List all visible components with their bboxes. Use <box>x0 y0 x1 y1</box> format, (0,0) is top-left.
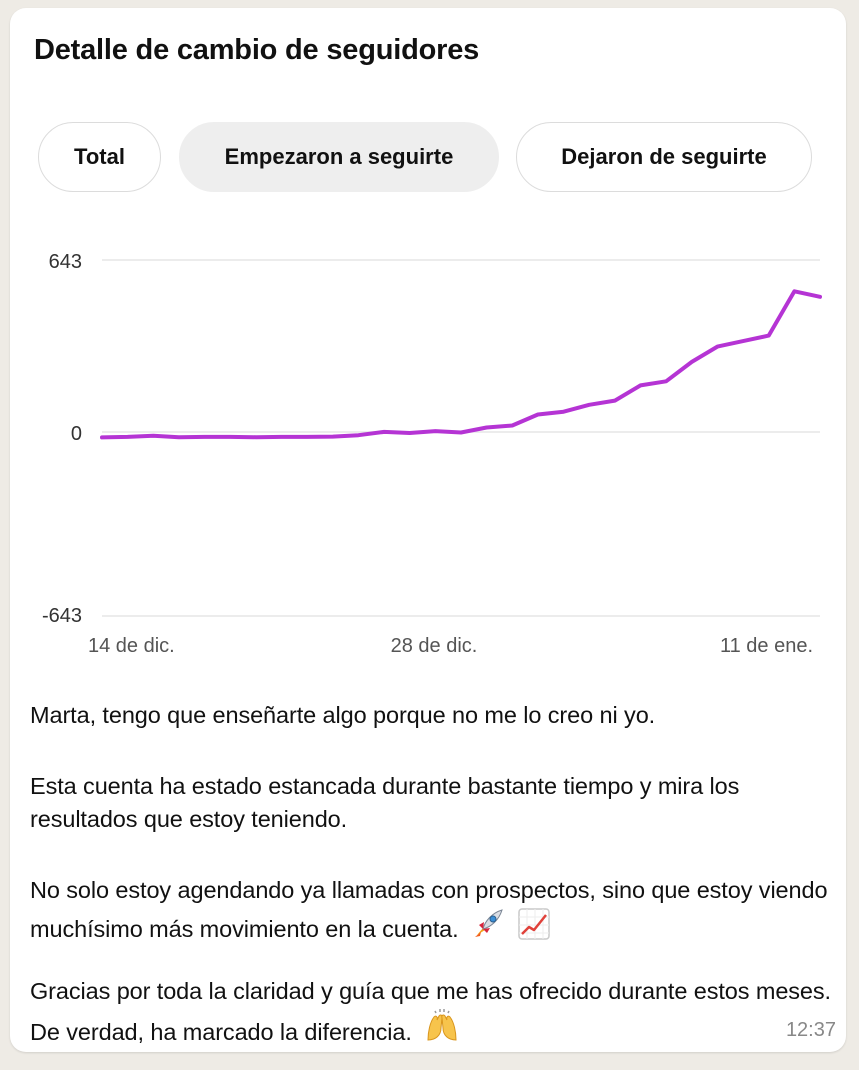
rocket-icon <box>471 907 505 950</box>
data-point <box>306 436 308 438</box>
data-point <box>281 436 282 438</box>
message-paragraph: Gracias por toda la claridad y guía que … <box>30 975 842 1053</box>
x-tick-label: 28 de dic. <box>391 635 478 657</box>
data-point <box>460 431 462 433</box>
y-tick-label: -643 <box>42 605 82 627</box>
data-point <box>691 361 693 363</box>
raising-hands-icon <box>424 1008 460 1053</box>
data-point <box>819 296 821 298</box>
tab-started-following[interactable]: Empezaron a seguirte <box>179 122 499 192</box>
data-point <box>178 436 180 438</box>
data-point <box>486 426 488 428</box>
data-point <box>229 436 231 438</box>
tab-total[interactable]: Total <box>38 122 161 192</box>
followers-chart: 643 0 -643 14 de dic. 28 de dic. 11 de e… <box>10 238 846 678</box>
message-text: Gracias por toda la claridad y guía que … <box>30 978 831 1045</box>
x-tick-label: 14 de dic. <box>88 635 175 657</box>
data-point <box>793 290 795 292</box>
data-point <box>204 436 206 438</box>
y-tick-label: 0 <box>71 423 82 445</box>
data-point <box>537 413 539 415</box>
data-point <box>563 411 565 413</box>
tab-stopped-following[interactable]: Dejaron de seguirte <box>516 122 812 192</box>
data-point <box>614 400 616 402</box>
message-bubble: Detalle de cambio de seguidores Total Em… <box>10 8 846 1052</box>
data-point <box>255 436 257 438</box>
message-text: No solo estoy agendando ya llamadas con … <box>30 877 828 942</box>
chart-svg: 643 0 -643 14 de dic. 28 de dic. 11 de e… <box>42 251 822 657</box>
data-point <box>640 384 641 386</box>
data-point <box>383 431 385 433</box>
y-tick-label: 643 <box>49 251 82 273</box>
data-point <box>434 430 436 432</box>
series-line <box>100 289 822 440</box>
chart-title: Detalle de cambio de seguidores <box>34 34 480 66</box>
data-point <box>101 436 103 438</box>
message-paragraph: Marta, tengo que enseñarte algo porque n… <box>30 702 656 728</box>
message-paragraph: No solo estoy agendando ya llamadas con … <box>30 874 842 950</box>
data-point <box>127 436 129 438</box>
message-paragraph: Esta cuenta ha estado estancada durante … <box>30 773 740 832</box>
data-point <box>665 380 667 382</box>
data-point <box>332 436 334 438</box>
data-point <box>588 404 590 406</box>
data-point <box>742 340 744 342</box>
data-point <box>357 434 359 436</box>
x-tick-label: 11 de ene. <box>720 635 813 657</box>
data-point <box>409 432 411 434</box>
data-point <box>152 435 154 437</box>
data-point <box>716 346 718 348</box>
message-timestamp: 12:37 <box>785 1019 836 1041</box>
chart-increasing-icon <box>517 907 551 950</box>
data-point <box>768 335 770 337</box>
data-point <box>511 425 513 427</box>
